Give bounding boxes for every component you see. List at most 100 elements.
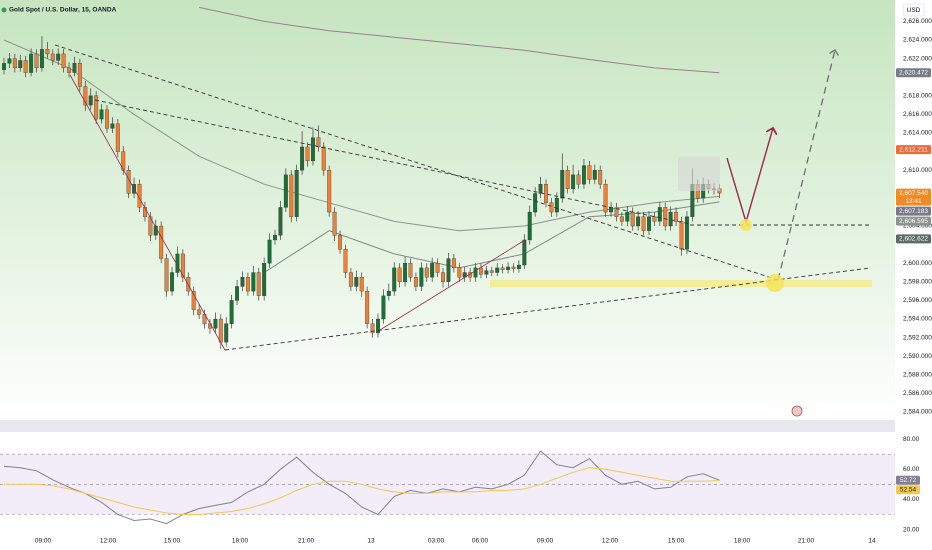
- candle-body: [18, 60, 23, 69]
- candle-body: [12, 58, 17, 69]
- x-tick-label: 12:00: [100, 538, 117, 545]
- candle-body: [300, 146, 305, 171]
- candle-body: [533, 193, 538, 213]
- candle-body: [99, 109, 104, 120]
- y-tick-label: 40.00: [903, 496, 920, 503]
- y-tick-label: 20.00: [903, 526, 920, 533]
- price-badge: [896, 206, 931, 216]
- rsi-badge-label: 52.54: [900, 487, 917, 494]
- x-tick-label: 18:00: [232, 538, 249, 545]
- candle-body: [619, 216, 624, 222]
- candle-body: [94, 95, 99, 120]
- candle-body: [636, 216, 641, 227]
- candle-body: [565, 170, 570, 189]
- candle-body: [473, 267, 478, 278]
- candle-body: [321, 146, 326, 171]
- trendline: [224, 267, 871, 351]
- currency-box[interactable]: [902, 3, 925, 17]
- candle-body: [506, 266, 511, 270]
- candle-body: [630, 211, 635, 227]
- candle-body: [273, 235, 277, 241]
- status-dot: [1, 7, 7, 13]
- drawings: [54, 44, 872, 417]
- y-tick-label: 2,592.000: [903, 334, 932, 341]
- candle-body: [484, 270, 489, 275]
- x-tick-label: 13: [367, 538, 375, 545]
- y-tick-label: 2,622.000: [903, 55, 932, 62]
- candle-body: [668, 211, 673, 227]
- candle-body: [180, 253, 185, 278]
- candle-body: [245, 277, 250, 292]
- price-badge-label: 2,607.183: [899, 208, 928, 215]
- candle-body: [7, 58, 12, 64]
- candle-body: [348, 272, 353, 287]
- candle-body: [191, 290, 196, 310]
- candle-body: [413, 277, 418, 287]
- candle-body: [110, 123, 115, 129]
- candle-body: [419, 267, 424, 287]
- candle-body: [159, 225, 164, 259]
- candle-body: [544, 184, 548, 203]
- candle-body: [2, 63, 6, 70]
- candle-body: [278, 207, 283, 236]
- price-badge: [896, 216, 931, 226]
- candle-body: [61, 53, 66, 69]
- candle-body: [554, 197, 559, 213]
- candle-body: [262, 263, 267, 296]
- x-tick-label: 21:00: [798, 538, 815, 545]
- y-tick-label: 80.00: [903, 436, 920, 443]
- candle-body: [397, 267, 402, 282]
- candle-body: [50, 53, 55, 61]
- candle-body: [495, 267, 500, 273]
- y-tick-label: 2,618.000: [903, 93, 932, 100]
- candle-body: [435, 263, 440, 273]
- candle-body: [289, 174, 294, 217]
- candle-body: [500, 267, 505, 270]
- y-tick-label: 2,600.000: [903, 260, 932, 267]
- candle-body: [679, 221, 684, 250]
- moving-average: [3, 39, 720, 232]
- projection-arrow: [777, 50, 835, 281]
- rsi-badge: [896, 485, 920, 495]
- candle-body: [663, 207, 668, 227]
- candle-body: [354, 277, 359, 287]
- candle-body: [23, 60, 28, 73]
- candle-body: [587, 165, 592, 180]
- candle-body: [170, 272, 174, 292]
- candle-body: [392, 267, 397, 292]
- y-tick-label: 2,584.000: [903, 409, 932, 416]
- candle-body: [67, 67, 71, 73]
- candle-body: [625, 211, 630, 222]
- candle-body: [538, 184, 543, 194]
- candle-body: [441, 272, 445, 282]
- x-tick-label: 09:00: [35, 538, 52, 545]
- candle-body: [164, 258, 169, 292]
- y-tick-label: 2,616.000: [903, 111, 932, 118]
- highlight-point: [740, 219, 752, 231]
- x-tick-label: 15:00: [668, 538, 685, 545]
- x-tick-label: 21:00: [298, 538, 315, 545]
- candle-body: [581, 165, 586, 185]
- candle-body: [641, 216, 646, 231]
- y-tick-label: 2,588.000: [903, 372, 932, 379]
- candle-body: [294, 170, 299, 217]
- price-badge: [896, 234, 931, 244]
- candle-body: [251, 272, 256, 292]
- candle-body: [283, 174, 288, 208]
- event-icon: [791, 405, 803, 417]
- candle-body: [657, 207, 662, 222]
- rsi-badge: [896, 475, 920, 485]
- candle-body: [522, 239, 527, 266]
- x-tick-label: 15:00: [164, 538, 181, 545]
- y-tick-label: 2,586.000: [903, 390, 932, 397]
- candle-body: [359, 277, 364, 292]
- candle-body: [684, 216, 689, 250]
- range-box: [678, 157, 720, 191]
- candle-body: [424, 267, 429, 278]
- y-tick-label: 2,594.000: [903, 316, 932, 323]
- price-axis: [895, 0, 932, 550]
- candle-body: [83, 86, 88, 106]
- candle-body: [34, 53, 39, 69]
- candle-body: [327, 170, 332, 213]
- price-badge-label: 2,602.622: [899, 236, 928, 243]
